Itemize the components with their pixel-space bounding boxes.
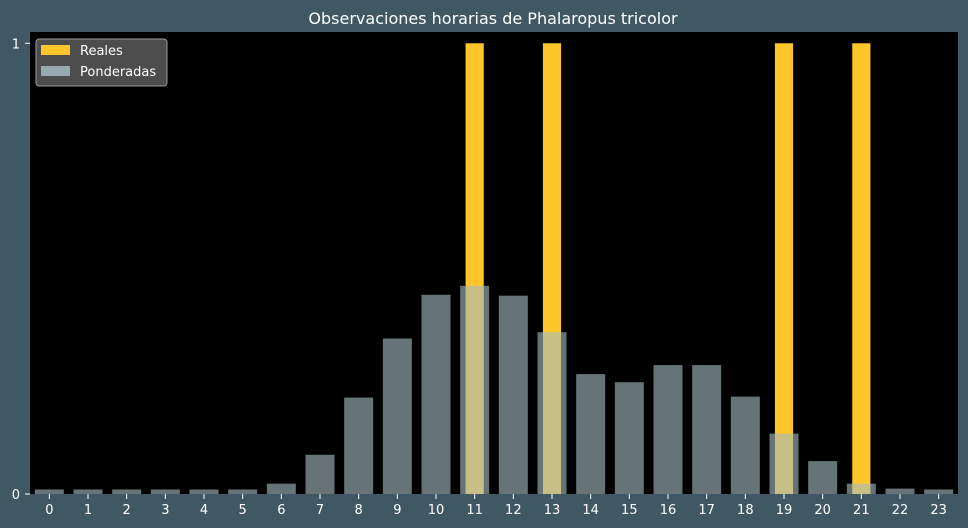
bar-ponderadas-2 (112, 489, 142, 494)
bar-ponderadas-13 (537, 332, 567, 494)
plot-area (30, 32, 958, 494)
x-tick-label-4: 4 (200, 503, 208, 518)
x-tick-label-9: 9 (393, 503, 401, 518)
bar-ponderadas-10 (421, 294, 451, 494)
bar-ponderadas-7 (305, 454, 335, 494)
bar-ponderadas-5 (228, 489, 258, 494)
chart-title: Observaciones horarias de Phalaropus tri… (308, 9, 678, 28)
x-tick-label-8: 8 (355, 503, 363, 518)
x-tick-label-22: 22 (892, 503, 909, 518)
x-tick-label-14: 14 (582, 503, 599, 518)
x-tick-label-11: 11 (466, 503, 483, 518)
bar-ponderadas-15 (614, 382, 644, 494)
bar-reales-21 (852, 43, 871, 495)
bar-ponderadas-9 (382, 338, 412, 494)
x-tick-label-13: 13 (544, 503, 561, 518)
x-tick-label-23: 23 (930, 503, 947, 518)
legend-label-reales: Reales (80, 44, 123, 59)
bar-ponderadas-1 (73, 489, 103, 494)
x-tick-label-21: 21 (853, 503, 870, 518)
bar-ponderadas-6 (266, 483, 296, 494)
x-tick-label-0: 0 (45, 503, 53, 518)
x-tick-label-2: 2 (123, 503, 131, 518)
legend: Reales Ponderadas (35, 38, 168, 87)
y-axis: 01 (12, 37, 30, 503)
x-tick-label-16: 16 (660, 503, 677, 518)
bar-ponderadas-11 (460, 285, 490, 494)
series-ponderadas (34, 285, 954, 494)
x-tick-label-7: 7 (316, 503, 324, 518)
bar-ponderadas-4 (189, 489, 219, 494)
x-tick-label-5: 5 (239, 503, 247, 518)
bar-ponderadas-20 (808, 461, 838, 494)
bar-ponderadas-23 (924, 489, 954, 494)
x-tick-label-20: 20 (814, 503, 831, 518)
legend-swatch-ponderadas (41, 66, 70, 76)
bar-ponderadas-8 (344, 397, 374, 494)
x-tick-label-3: 3 (161, 503, 169, 518)
x-tick-label-19: 19 (776, 503, 793, 518)
bar-ponderadas-19 (769, 433, 799, 494)
bar-ponderadas-16 (653, 365, 683, 494)
legend-swatch-reales (41, 45, 70, 55)
bar-ponderadas-18 (730, 396, 760, 494)
x-axis: 0 1 2 3 4 5 6 7 8 9 10 11 12 13 14 15 16 17 18 19 20 21 22 23 (45, 494, 947, 518)
bar-ponderadas-22 (885, 488, 915, 494)
bar-ponderadas-12 (498, 295, 528, 494)
x-tick-label-15: 15 (621, 503, 638, 518)
bar-ponderadas-17 (692, 365, 722, 494)
y-tick-label-1: 1 (12, 37, 20, 52)
legend-label-ponderadas: Ponderadas (80, 65, 156, 80)
bar-ponderadas-21 (846, 483, 876, 494)
x-tick-label-17: 17 (698, 503, 715, 518)
y-tick-label-0: 0 (12, 488, 20, 503)
bar-ponderadas-14 (576, 374, 606, 494)
x-tick-label-6: 6 (277, 503, 285, 518)
bar-ponderadas-0 (34, 489, 64, 494)
bar-reales-19 (774, 43, 794, 495)
x-tick-label-18: 18 (737, 503, 754, 518)
x-tick-label-10: 10 (428, 503, 445, 518)
bar-ponderadas-3 (150, 489, 180, 494)
x-tick-label-12: 12 (505, 503, 522, 518)
x-tick-label-1: 1 (84, 503, 92, 518)
